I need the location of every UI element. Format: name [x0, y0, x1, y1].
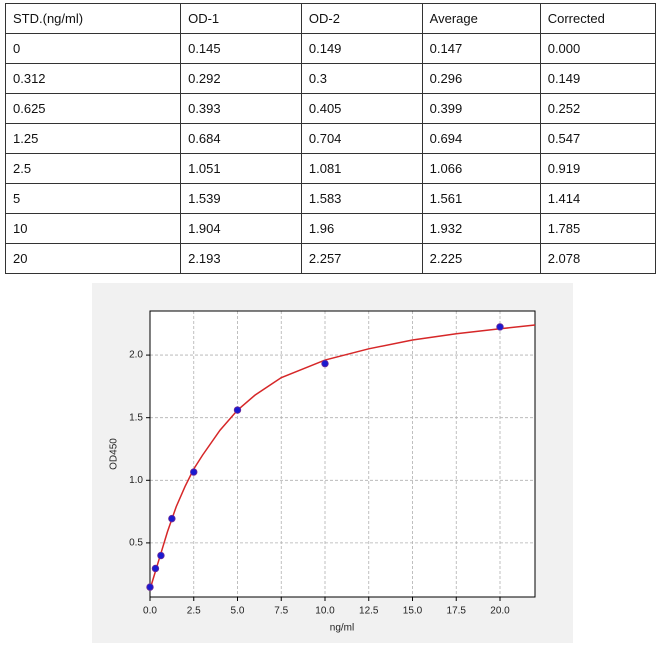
- data-point: [146, 583, 154, 591]
- x-tick-label: 17.5: [447, 606, 467, 617]
- data-table: STD.(ng/ml) OD-1 OD-2 Average Corrected 0 0.14…: [4, 3, 657, 274]
- plot-frame: [149, 310, 536, 598]
- header-cell: Average: [421, 3, 541, 34]
- table-row: 0.625 0.393 0.405 0.399 0.252: [4, 93, 657, 124]
- table-cell: 1.583: [300, 183, 423, 214]
- table-cell: 2.225: [421, 243, 541, 274]
- table-cell: 5: [4, 183, 182, 214]
- table-cell: 0.292: [180, 63, 302, 94]
- table-cell: 1.081: [300, 153, 423, 184]
- table-row: 10 1.904 1.96 1.932 1.785: [4, 213, 657, 244]
- x-tick-label: 20.0: [490, 606, 510, 617]
- table-cell: 20: [4, 243, 182, 274]
- header-cell: STD.(ng/ml): [4, 3, 182, 34]
- table-cell: 1.932: [421, 213, 541, 244]
- table-cell: 0: [4, 33, 182, 64]
- table-row: 0 0.145 0.149 0.147 0.000: [4, 33, 657, 64]
- data-point: [233, 406, 242, 414]
- data-point: [151, 564, 160, 573]
- x-tick-label: 0.0: [143, 606, 157, 617]
- table-cell: 0.399: [421, 93, 541, 124]
- header-cell: OD-2: [300, 3, 423, 34]
- table-cell: 0.684: [180, 123, 302, 154]
- table-cell: 1.904: [180, 213, 302, 244]
- table-cell: 0.704: [300, 123, 423, 154]
- data-point: [496, 323, 504, 331]
- table-row: 20 2.193 2.257 2.225 2.078: [4, 243, 657, 274]
- y-tick-label: 0.5: [129, 538, 143, 549]
- table-cell: 0.149: [300, 33, 423, 64]
- table-cell: 0.694: [421, 123, 541, 154]
- x-tick-label: 12.5: [359, 606, 379, 617]
- x-tick-label: 5.0: [231, 606, 245, 617]
- table-cell: 0.296: [421, 63, 541, 94]
- table-cell: 10: [4, 213, 182, 244]
- table-cell: 0.625: [4, 93, 182, 124]
- table-row: 1.25 0.684 0.704 0.694 0.547: [4, 123, 657, 154]
- table-cell: 1.414: [539, 183, 657, 214]
- data-point: [321, 359, 329, 368]
- table-cell: 0.147: [421, 33, 541, 64]
- table-cell: 0.252: [539, 93, 657, 124]
- table-cell: 2.5: [4, 153, 182, 184]
- y-tick-label: 1.0: [129, 475, 143, 486]
- x-tick-label: 7.5: [274, 606, 288, 617]
- table-cell: 0.000: [539, 33, 657, 64]
- table-cell: 2.193: [180, 243, 302, 274]
- table-cell: 0.405: [300, 93, 423, 124]
- table-cell: 1.539: [180, 183, 302, 214]
- header-row: STD.(ng/ml) OD-1 OD-2 Average Corrected: [4, 3, 657, 34]
- header-cell: OD-1: [180, 3, 302, 34]
- x-tick-label: 10.0: [315, 606, 335, 617]
- table-cell: 1.96: [300, 213, 423, 244]
- x-tick-label: 2.5: [187, 606, 201, 617]
- y-axis-label: OD450: [109, 438, 120, 470]
- y-tick-label: 1.5: [129, 412, 143, 423]
- plot-area: [150, 311, 535, 597]
- table-cell: 0.312: [4, 63, 182, 94]
- table-row: 0.312 0.292 0.3 0.296 0.149: [4, 63, 657, 94]
- table-cell: 2.257: [300, 243, 423, 274]
- table-cell: 1.066: [421, 153, 541, 184]
- table-cell: 1.561: [421, 183, 541, 214]
- data-point: [168, 514, 176, 523]
- y-tick-label: 2.0: [129, 350, 143, 361]
- data-point: [190, 468, 198, 476]
- table-cell: 1.785: [539, 213, 657, 244]
- table-cell: 0.919: [539, 153, 657, 184]
- x-axis-label: ng/ml: [330, 623, 354, 634]
- table-cell: 0.393: [180, 93, 302, 124]
- header-cell: Corrected: [539, 3, 657, 34]
- table-cell: 0.149: [539, 63, 657, 94]
- table-row: 5 1.539 1.583 1.561 1.414: [4, 183, 657, 214]
- data-point: [157, 551, 165, 560]
- chart: ng/ml OD450 0.0 2.5 5.0 7.5 10.0 12.5 15.0 17.5…: [92, 283, 573, 643]
- table-cell: 2.078: [539, 243, 657, 274]
- table-row: 2.5 1.051 1.081 1.066 0.919: [4, 153, 657, 184]
- table-cell: 1.051: [180, 153, 302, 184]
- table-cell: 1.25: [4, 123, 182, 154]
- x-tick-label: 15.0: [403, 606, 423, 617]
- table-cell: 0.3: [300, 63, 423, 94]
- table-cell: 0.145: [180, 33, 302, 64]
- table-cell: 0.547: [539, 123, 657, 154]
